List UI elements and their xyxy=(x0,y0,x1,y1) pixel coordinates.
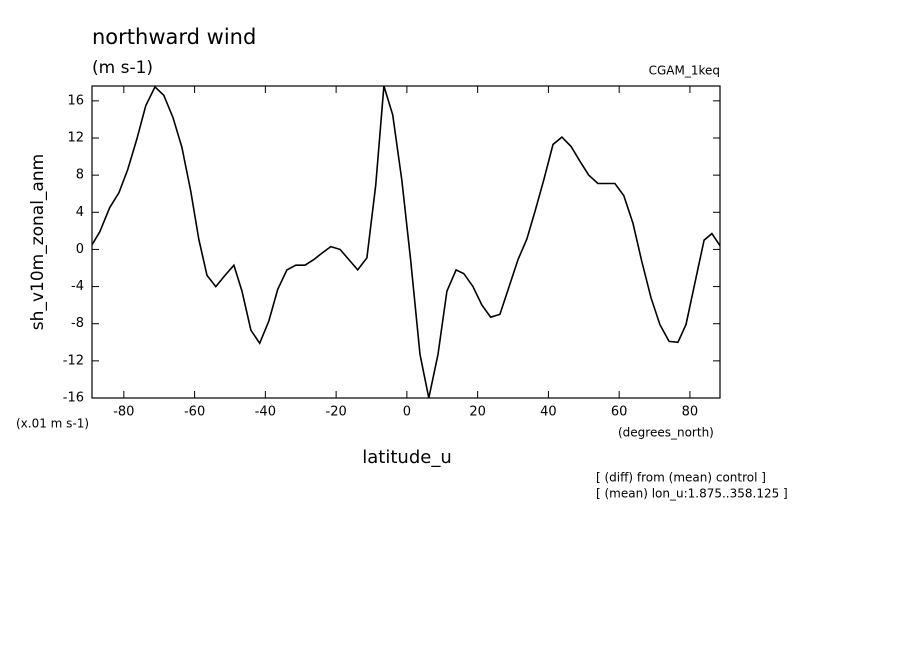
run-label: CGAM_1keq xyxy=(649,64,720,78)
chart-subtitle: (m s-1) xyxy=(92,58,153,78)
x-tick-label: -80 xyxy=(113,405,134,420)
y-tick-label: 16 xyxy=(67,93,84,108)
x-tick-label: 40 xyxy=(540,405,557,420)
note: [ (mean) lon_u:1.875..358.125 ] xyxy=(596,487,788,501)
plot-frame xyxy=(91,85,721,399)
y-tick-label: 8 xyxy=(76,168,84,183)
data-line xyxy=(91,85,721,399)
note: [ (diff) from (mean) control ] xyxy=(596,471,766,485)
x-tick-label: -60 xyxy=(184,405,205,420)
x-tick-label: -40 xyxy=(255,405,276,420)
x-tick-label: -20 xyxy=(326,405,347,420)
y-tick-label: 12 xyxy=(67,131,84,146)
y-tick-label: 4 xyxy=(76,205,84,220)
y-tick-label: -16 xyxy=(63,391,84,406)
x-tick-label: 20 xyxy=(469,405,486,420)
x-units: (degrees_north) xyxy=(618,426,714,440)
y-tick-label: 0 xyxy=(76,242,84,257)
x-tick-label: 80 xyxy=(682,405,699,420)
chart-title: northward wind xyxy=(92,25,256,49)
y-units: (x.01 m s-1) xyxy=(16,417,89,431)
y-tick-label: -4 xyxy=(71,279,84,294)
y-tick-label: -8 xyxy=(71,316,84,331)
x-axis-label: latitude_u xyxy=(362,447,451,468)
y-tick-label: -12 xyxy=(63,353,84,368)
x-tick-label: 0 xyxy=(403,405,411,420)
x-tick-label: 60 xyxy=(611,405,628,420)
y-axis-label: sh_v10m_zonal_anm xyxy=(28,154,48,330)
